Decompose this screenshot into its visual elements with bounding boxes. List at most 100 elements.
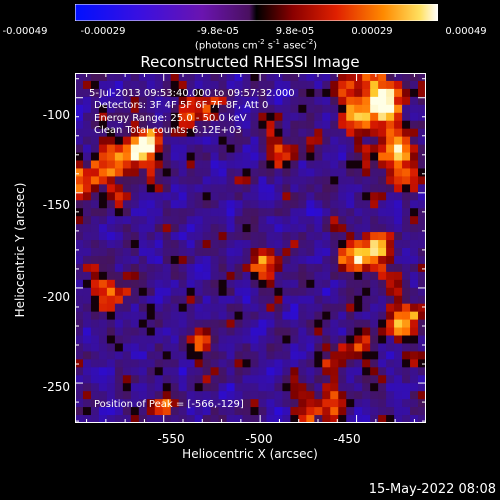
heatmap-cell <box>106 295 116 305</box>
heatmap-cell <box>114 255 124 265</box>
heatmap-cell <box>306 112 315 122</box>
heatmap-cell <box>330 128 339 138</box>
heatmap-cell <box>386 271 395 281</box>
heatmap-cell <box>178 248 188 257</box>
heatmap-cell <box>314 136 323 146</box>
heatmap-cell <box>106 152 116 162</box>
heatmap-cell <box>314 271 323 281</box>
heatmap-cell <box>218 80 228 90</box>
heatmap-cell <box>250 224 260 233</box>
heatmap-cell <box>218 73 228 82</box>
heatmap-cell <box>250 216 260 225</box>
heatmap-cell <box>130 216 140 225</box>
heatmap-cell <box>242 407 252 416</box>
heatmap-cell <box>122 279 132 289</box>
heatmap-cell <box>218 96 228 106</box>
heatmap-cell <box>202 200 212 209</box>
heatmap-cell <box>210 144 220 154</box>
heatmap-cell <box>410 359 419 368</box>
heatmap-cell <box>130 80 140 90</box>
heatmap-cell <box>282 240 291 249</box>
heatmap-cell <box>306 407 315 416</box>
heatmap-cell <box>122 391 132 400</box>
heatmap-cell <box>226 208 236 217</box>
heatmap-cell <box>266 335 276 345</box>
heatmap-cell <box>354 168 363 177</box>
heatmap-cell <box>146 80 156 90</box>
heatmap-cell <box>82 112 92 122</box>
heatmap-cell <box>162 136 172 146</box>
heatmap-cell <box>234 255 244 265</box>
heatmap-cell <box>106 367 116 376</box>
heatmap-cell <box>394 391 403 400</box>
heatmap-cell <box>162 192 172 201</box>
heatmap-cell <box>186 279 196 289</box>
heatmap-cell <box>306 200 315 209</box>
heatmap-cell <box>186 152 196 162</box>
heatmap-cell <box>130 295 140 305</box>
heatmap-cell <box>314 351 323 360</box>
heatmap-cell <box>82 128 92 138</box>
heatmap-cell <box>282 216 291 225</box>
heatmap-cell <box>378 391 387 400</box>
heatmap-cell <box>354 240 363 249</box>
heatmap-cell <box>130 120 140 130</box>
heatmap-cell <box>378 311 387 321</box>
heatmap-cell <box>378 351 387 360</box>
heatmap-cell <box>122 240 132 249</box>
heatmap-cell <box>346 391 355 400</box>
heatmap-cell <box>226 407 236 416</box>
heatmap-cell <box>394 176 403 185</box>
heatmap-cell <box>146 184 156 193</box>
heatmap-cell <box>330 295 339 305</box>
heatmap-cell <box>274 303 284 313</box>
heatmap-cell <box>130 184 140 193</box>
heatmap-cell <box>194 120 204 130</box>
heatmap-cell <box>394 184 403 193</box>
heatmap-cell <box>218 208 228 217</box>
heatmap-cell <box>346 128 355 138</box>
heatmap-cell <box>250 144 260 154</box>
heatmap-cell <box>234 240 244 249</box>
heatmap-cell <box>338 248 347 257</box>
heatmap-cell <box>394 359 403 368</box>
heatmap-cell <box>130 240 140 249</box>
heatmap-cell <box>242 375 252 384</box>
heatmap-cell <box>394 367 403 376</box>
heatmap-cell <box>298 311 307 321</box>
heatmap-cell <box>82 359 92 368</box>
heatmap-cell <box>210 279 220 289</box>
heatmap-cell <box>170 367 180 376</box>
heatmap-cell <box>378 152 387 162</box>
heatmap-cell <box>194 208 204 217</box>
heatmap-cell <box>114 327 124 337</box>
heatmap-cell <box>146 144 156 154</box>
heatmap-cell <box>138 303 148 313</box>
heatmap-cell <box>98 335 108 345</box>
heatmap-cell <box>98 216 108 225</box>
heatmap-cell <box>210 359 220 368</box>
heatmap-cell <box>226 224 236 233</box>
heatmap-cell <box>314 287 323 297</box>
heatmap-cell <box>250 415 260 423</box>
heatmap-cell <box>298 120 307 130</box>
heatmap-cell <box>274 287 284 297</box>
heatmap-cell <box>290 240 299 249</box>
heatmap-cell <box>170 407 180 416</box>
heatmap-cell <box>290 208 299 217</box>
heatmap-cell <box>114 271 124 281</box>
heatmap-cell <box>394 407 403 416</box>
heatmap-cell <box>362 327 371 337</box>
heatmap-cell <box>386 224 395 233</box>
heatmap-cell <box>75 263 84 273</box>
heatmap-cell <box>354 144 363 154</box>
heatmap-cell <box>106 128 116 138</box>
heatmap-cell <box>234 279 244 289</box>
heatmap-cell <box>346 176 355 185</box>
heatmap-cell <box>354 375 363 384</box>
heatmap-cell <box>370 80 379 90</box>
heatmap-cell <box>114 88 124 98</box>
heatmap-cell <box>314 311 323 321</box>
heatmap-cell <box>194 319 204 329</box>
heatmap-cell <box>234 319 244 329</box>
